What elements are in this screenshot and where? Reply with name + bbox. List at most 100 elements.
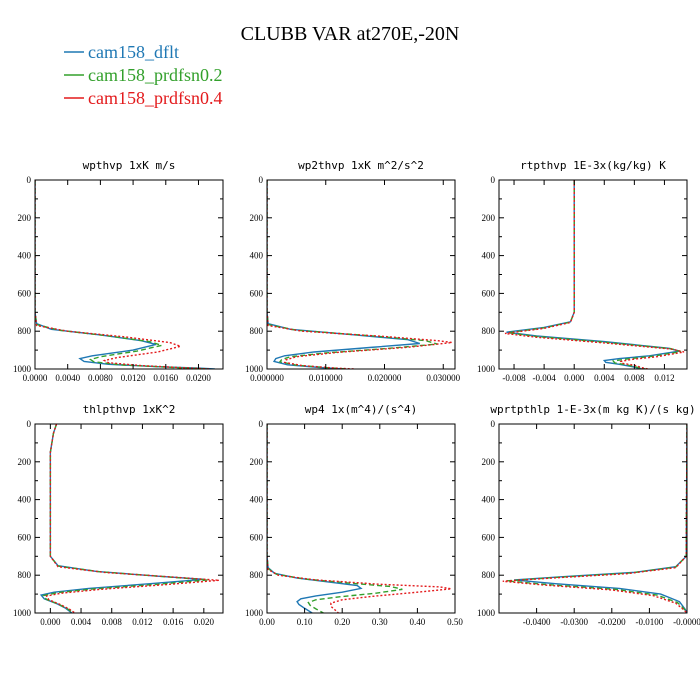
x-tick-label: -0.004 [532,373,556,383]
x-tick-label: 0.0120 [121,373,146,383]
x-tick-label: 0.30 [372,617,388,627]
y-tick-label: 600 [18,288,32,298]
y-tick-label: 400 [18,251,32,261]
x-tick-label: 0.012 [654,373,674,383]
y-tick-label: 0 [27,175,32,185]
y-tick-label: 400 [482,495,496,505]
x-tick-label: 0.0000 [23,373,48,383]
y-tick-label: 600 [482,532,496,542]
series-line-cam158_dflt [513,424,687,613]
series-line-cam158_prdfsn0.4 [45,424,220,613]
x-tick-label: 0.50 [447,617,463,627]
y-tick-label: 200 [18,213,32,223]
legend-label-dflt: cam158_dflt [88,42,179,62]
y-tick-label: 1000 [245,608,264,618]
series-group [267,424,452,613]
x-tick-label: -0.0300 [560,617,588,627]
x-tick-label: 0.012 [132,617,152,627]
x-tick-label: 0.0160 [153,373,178,383]
y-tick-label: 400 [18,495,32,505]
series-line-cam158_prdfsn0.4 [267,424,452,613]
panel-title: wpthvp 1xK m/s [83,159,176,172]
series-line-cam158_prdfsn0.4 [35,180,211,369]
y-tick-label: 200 [250,213,264,223]
panel-title: wprtpthlp 1-E-3x(m kg K)/(s kg) [490,403,695,416]
x-tick-label: 0.000 [564,373,585,383]
x-tick-label: 0.0040 [55,373,80,383]
x-tick-label: 0.20 [334,617,350,627]
series-line-cam158_prdfsn0.4 [267,180,453,369]
y-tick-label: 600 [18,532,32,542]
y-tick-label: 200 [482,213,496,223]
series-group [504,180,685,369]
x-tick-label: 0.000000 [250,373,284,383]
series-line-cam158_prdfsn0.4 [504,180,685,369]
x-tick-label: -0.0200 [598,617,626,627]
y-tick-label: 1000 [477,608,496,618]
panel-frame [498,423,688,614]
x-tick-label: -0.0100 [636,617,664,627]
panel-2: wp2thvp 1xK m^2/s^2 0 200 400 600 800 10000.00… [245,159,461,383]
legend-label-prdfsn0.4: cam158_prdfsn0.4 [88,88,222,108]
y-tick-label: 400 [250,495,264,505]
panel-1: wpthvp 1xK m/s 0 200 400 600 800 10000.0000 0.0… [13,159,224,383]
panel-frame [34,179,224,370]
x-tick-label: 0.000 [40,617,61,627]
panel-title: wp2thvp 1xK m^2/s^2 [298,159,424,172]
series-group [39,424,220,613]
panel-title: thlpthvp 1xK^2 [83,403,176,416]
series-line-cam158_prdfsn0.2 [35,180,207,369]
y-tick-label: 0 [491,419,496,429]
x-tick-label: 0.40 [410,617,426,627]
series-group [267,180,453,369]
series-line-cam158_dflt [35,180,215,369]
x-tick-label: 0.008 [102,617,123,627]
y-tick-label: 800 [482,570,496,580]
x-tick-label: -0.0400 [523,617,551,627]
y-tick-label: 400 [250,251,264,261]
x-tick-label: -0.008 [502,373,526,383]
y-tick-label: 400 [482,251,496,261]
y-tick-label: 1000 [13,364,32,374]
y-tick-label: 0 [259,419,264,429]
panel-4: thlpthvp 1xK^2 0 200 400 600 800 1000 0.000 0.00… [13,403,224,627]
y-tick-label: 0 [27,419,32,429]
x-tick-label: 0.10 [297,617,313,627]
series-line-cam158_dflt [267,424,363,613]
y-tick-label: 1000 [477,364,496,374]
panel-5: wp4 1x(m^4)/(s^4) 0 200 400 600 800 10000.00 0.… [245,403,463,627]
y-tick-label: 800 [482,326,496,336]
x-tick-label: 0.008 [624,373,645,383]
x-tick-label: 0.016 [163,617,184,627]
y-tick-label: 200 [482,457,496,467]
panel-title: wp4 1x(m^4)/(s^4) [305,403,418,416]
series-line-cam158_dflt [39,424,204,613]
series-group [35,180,215,369]
x-tick-label: 0.004 [71,617,92,627]
y-tick-label: 800 [18,326,32,336]
x-tick-label: 0.0200 [186,373,211,383]
series-line-cam158_prdfsn0.4 [502,424,687,613]
y-tick-label: 0 [491,175,496,185]
legend-label-prdfsn0.2: cam158_prdfsn0.2 [88,65,222,85]
y-tick-label: 1000 [13,608,32,618]
x-tick-label: -0.0000 [673,617,700,627]
y-tick-label: 200 [18,457,32,467]
legend: cam158_dflt cam158_prdfsn0.2 cam158_prdf… [64,42,222,108]
series-line-cam158_dflt [267,180,420,369]
y-tick-label: 200 [250,457,264,467]
y-tick-label: 800 [18,570,32,580]
y-tick-label: 600 [482,288,496,298]
x-tick-label: 0.0080 [88,373,113,383]
x-tick-label: 0.004 [594,373,615,383]
y-tick-label: 600 [250,532,264,542]
series-group [502,424,687,613]
panel-6: wprtpthlp 1-E-3x(m kg K)/(s kg) 0 200 400 60… [477,403,700,627]
panel-title: rtpthvp 1E-3x(kg/kg) K [520,159,666,172]
series-line-cam158_prdfsn0.2 [42,424,208,613]
x-tick-label: 0.020 [194,617,215,627]
y-tick-label: 600 [250,288,264,298]
panel-3: rtpthvp 1E-3x(kg/kg) K02004006008001000-… [477,159,688,383]
